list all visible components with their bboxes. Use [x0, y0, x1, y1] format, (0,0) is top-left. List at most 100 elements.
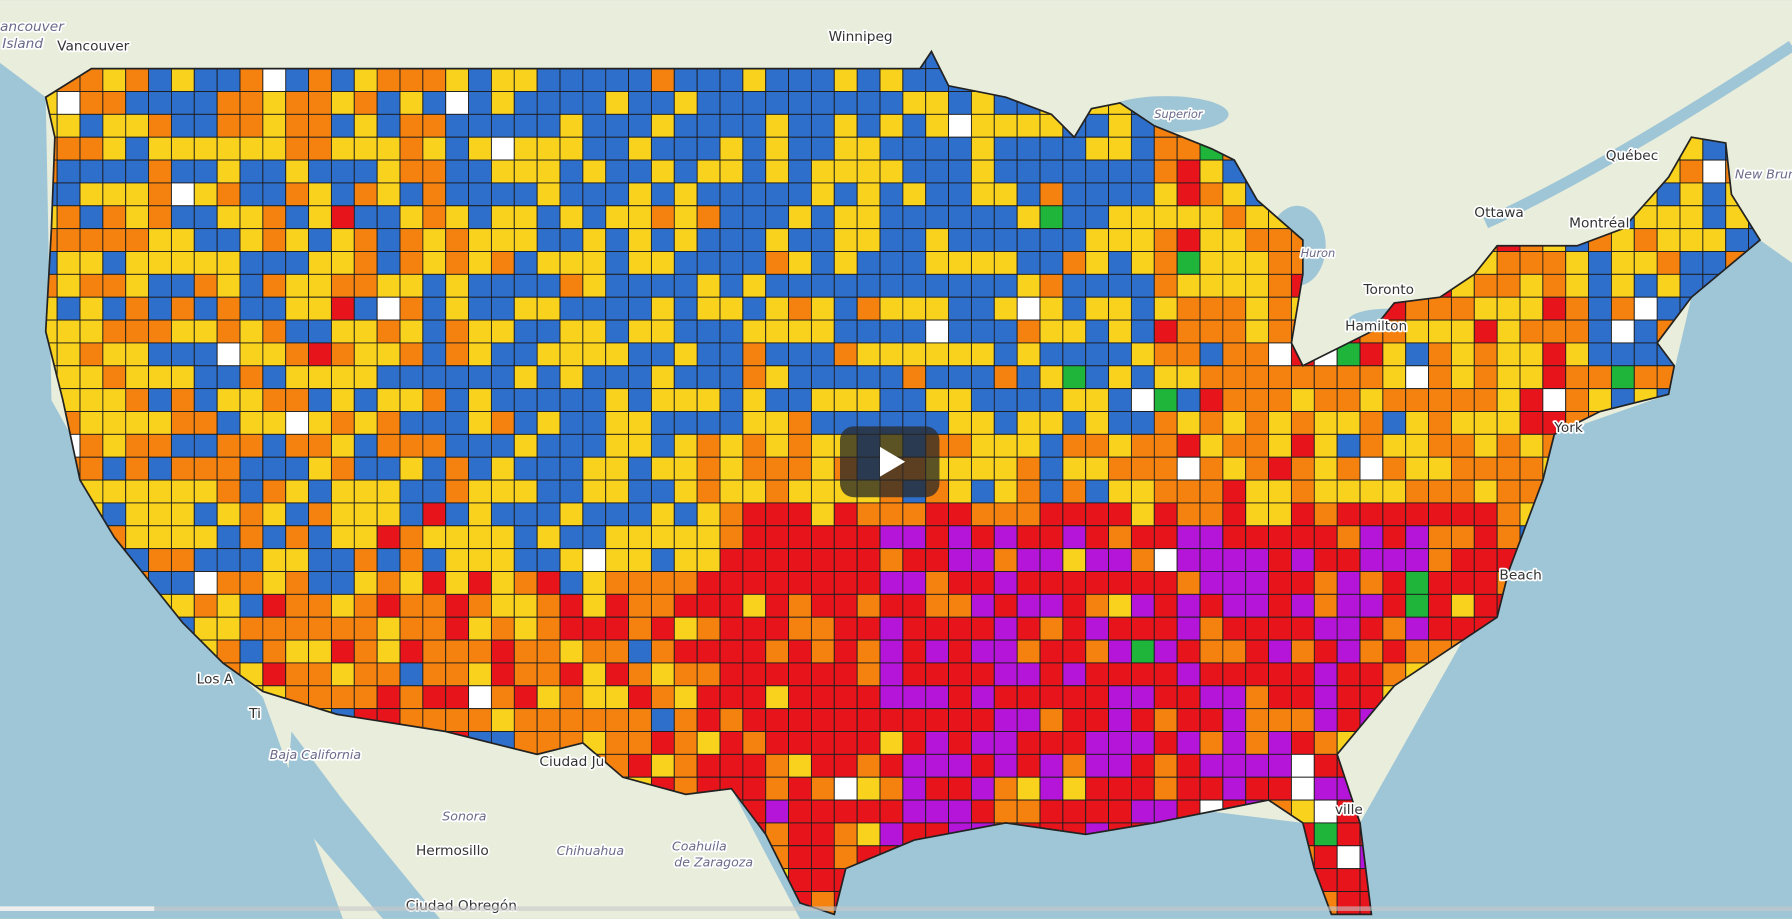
county	[56, 296, 81, 321]
county	[1153, 753, 1178, 778]
county	[148, 548, 172, 572]
county	[833, 91, 858, 115]
county	[719, 251, 744, 275]
county	[1473, 479, 1498, 504]
county	[582, 502, 607, 527]
county	[970, 525, 995, 550]
county	[445, 228, 470, 252]
county	[239, 205, 264, 230]
county	[285, 502, 310, 527]
county	[833, 685, 858, 710]
county	[170, 182, 195, 207]
county	[1473, 456, 1498, 481]
county	[1633, 342, 1658, 367]
county	[308, 479, 332, 504]
county	[1245, 433, 1270, 458]
county	[993, 525, 1018, 550]
county	[1062, 411, 1087, 435]
county	[1153, 136, 1178, 161]
county	[696, 525, 721, 550]
county	[216, 205, 241, 230]
county	[193, 502, 218, 527]
county	[925, 205, 950, 230]
county	[1565, 273, 1590, 298]
county	[1108, 571, 1132, 595]
county	[239, 433, 264, 458]
county	[970, 616, 995, 641]
county	[1222, 342, 1247, 367]
county	[1222, 662, 1247, 687]
county	[696, 205, 721, 230]
county	[948, 113, 972, 138]
county	[742, 113, 767, 138]
county	[1679, 205, 1704, 230]
county	[170, 365, 195, 390]
county	[1336, 548, 1361, 572]
county	[925, 525, 950, 550]
county	[468, 388, 492, 412]
county	[513, 571, 538, 595]
county	[376, 342, 401, 367]
county	[353, 548, 378, 572]
county	[239, 479, 264, 504]
county	[1130, 548, 1155, 572]
county	[696, 182, 721, 207]
county	[970, 731, 995, 755]
county	[650, 365, 675, 390]
county	[559, 113, 584, 138]
county	[1268, 251, 1292, 275]
county	[513, 205, 538, 230]
county	[948, 433, 972, 458]
county	[879, 502, 904, 527]
county	[993, 273, 1018, 298]
play-icon[interactable]	[880, 446, 906, 477]
county	[605, 525, 630, 550]
county	[1016, 639, 1041, 664]
progress-played[interactable]	[0, 906, 155, 911]
county	[696, 616, 721, 641]
county	[1153, 342, 1178, 367]
county	[559, 571, 584, 595]
progress-track[interactable]	[0, 906, 1792, 911]
county	[925, 662, 950, 687]
county	[833, 776, 858, 801]
county	[1199, 228, 1224, 252]
county	[856, 639, 881, 664]
play-button[interactable]	[840, 426, 940, 498]
county	[216, 91, 241, 115]
county	[1450, 388, 1475, 412]
county	[490, 136, 515, 161]
county	[1062, 456, 1087, 481]
county	[262, 479, 287, 504]
county	[1268, 753, 1292, 778]
county	[993, 136, 1018, 161]
county	[788, 456, 812, 481]
county	[1428, 593, 1452, 618]
county	[788, 365, 812, 390]
county	[125, 433, 150, 458]
county	[925, 616, 950, 641]
county	[788, 708, 812, 732]
county	[1108, 593, 1132, 618]
county	[993, 593, 1018, 618]
county	[216, 593, 241, 618]
county	[79, 91, 104, 115]
county	[948, 251, 972, 275]
county	[1245, 753, 1270, 778]
county	[445, 296, 470, 321]
county	[559, 479, 584, 504]
county	[1016, 616, 1041, 641]
county	[1176, 182, 1201, 207]
county	[788, 228, 812, 252]
county	[1245, 731, 1270, 755]
county	[170, 228, 195, 252]
county	[970, 136, 995, 161]
county	[1176, 502, 1201, 527]
county	[1108, 753, 1132, 778]
county	[879, 776, 904, 801]
county	[1062, 479, 1087, 504]
place-label: Ciudad Obregón	[406, 898, 517, 914]
county	[742, 639, 767, 664]
county	[468, 411, 492, 435]
county	[810, 548, 835, 572]
